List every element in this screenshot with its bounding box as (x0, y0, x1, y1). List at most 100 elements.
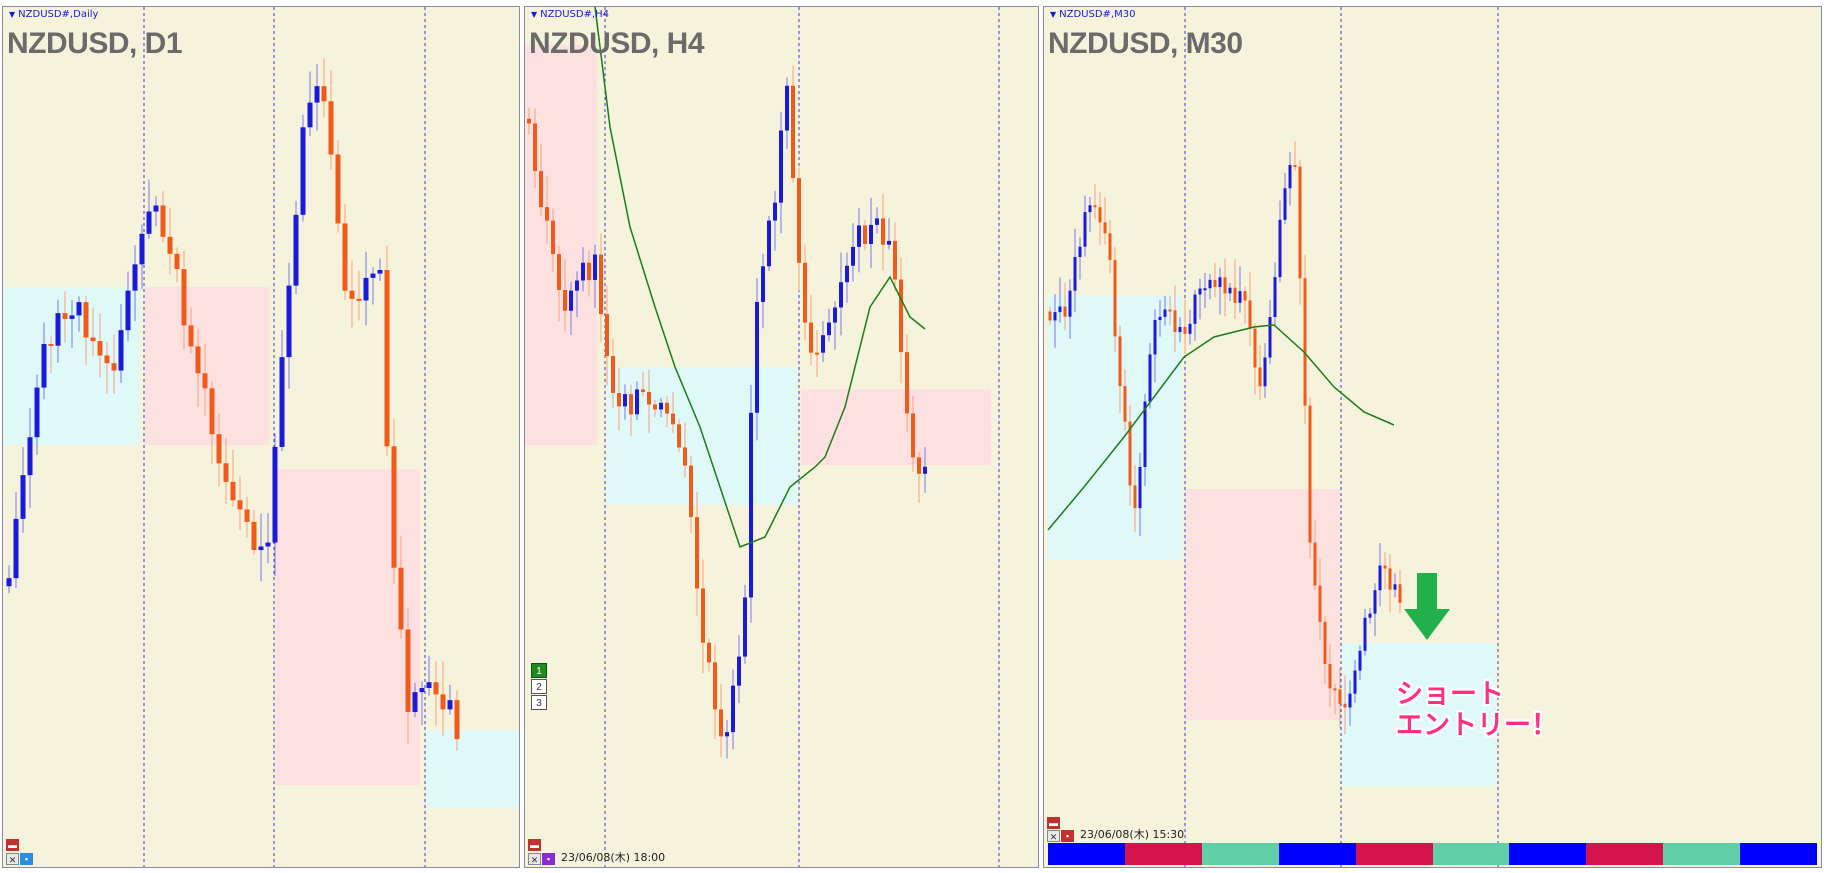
window-button-2[interactable]: 2 (531, 679, 547, 694)
candle-body (146, 211, 152, 234)
candle-body (335, 154, 341, 224)
candle-body (797, 178, 801, 263)
minimize-icon[interactable]: ▪ (1061, 830, 1074, 842)
chart-tab-label: ▼ NZDUSD#,Daily (9, 9, 99, 20)
candle-body (809, 322, 813, 353)
candle-body (405, 629, 411, 712)
candle-body (363, 277, 369, 301)
candle-body (1288, 165, 1292, 189)
indicator-icon[interactable]: ▪ (542, 853, 555, 865)
strip-segment (1201, 843, 1279, 865)
down-arrow-icon[interactable]: ▼ (1050, 10, 1057, 19)
candle-body (1053, 312, 1057, 321)
candle-body (209, 388, 215, 435)
candle-body (202, 373, 208, 389)
price-chart-m30[interactable] (1044, 7, 1822, 868)
candle-body (1388, 568, 1392, 590)
candle-body (349, 290, 355, 299)
price-chart-h4[interactable] (525, 7, 1039, 868)
candle-body (398, 567, 404, 630)
candle-body (1343, 703, 1347, 708)
supply-zone (1185, 489, 1340, 720)
candle-body (1103, 222, 1107, 234)
candle-body (391, 446, 397, 568)
candle-body (869, 224, 873, 244)
candle-body (665, 402, 669, 414)
candle-body (887, 240, 891, 245)
candle-body (749, 412, 753, 598)
candle-body (433, 682, 439, 695)
candle-body (307, 102, 313, 128)
candle-body (258, 546, 264, 551)
candle-body (899, 279, 903, 353)
down-arrow-icon[interactable]: ▼ (531, 10, 538, 19)
candle-body (707, 642, 711, 663)
close-icon[interactable]: ✕ (528, 853, 541, 865)
candle-body (1368, 613, 1372, 618)
candle-body (527, 118, 531, 124)
down-arrow-icon (1404, 573, 1450, 640)
candle-body (195, 346, 201, 374)
window-button-1[interactable]: 1 (531, 663, 547, 678)
down-arrow-icon[interactable]: ▼ (9, 10, 16, 19)
window-button-3[interactable]: 3 (531, 695, 547, 710)
candle-body (683, 447, 687, 466)
indicator-icon[interactable]: ▪ (20, 853, 33, 865)
chart-panel-d1[interactable]: ▼ NZDUSD#,Daily NZDUSD, D1 ▬ ✕ ▪ (2, 6, 520, 868)
candle-body (188, 325, 194, 347)
candle-body (244, 509, 250, 522)
supply-zone (275, 469, 420, 785)
candle-body (599, 254, 603, 315)
candle-body (181, 269, 187, 326)
candle-body (1243, 291, 1247, 301)
supply-zone (801, 389, 991, 465)
candle-body (342, 223, 348, 291)
candle-body (1118, 336, 1122, 387)
strip-segment (1509, 843, 1587, 865)
strip-segment (1124, 843, 1202, 865)
candle-body (111, 363, 117, 371)
chart-panel-m30[interactable]: ▼ NZDUSD#,M30 NZDUSD, M30 ショート エントリー！ ▬ ✕… (1043, 6, 1822, 868)
candle-body (321, 86, 327, 102)
chart-title: NZDUSD, D1 (7, 27, 183, 60)
minimize-icon[interactable]: ▬ (1047, 817, 1060, 829)
candle-body (293, 214, 299, 286)
candle-body (1323, 621, 1327, 664)
candle-body (48, 344, 54, 347)
chart-tab-label: ▼ NZDUSD#,M30 (1050, 9, 1136, 20)
candle-body (713, 662, 717, 710)
close-icon[interactable]: ✕ (1047, 830, 1060, 842)
candle-body (174, 253, 180, 270)
candle-body (1188, 323, 1192, 334)
candle-body (839, 282, 843, 308)
candle-body (659, 402, 663, 410)
candle-body (641, 389, 645, 393)
close-icon[interactable]: ✕ (6, 853, 19, 865)
chart-panel-h4[interactable]: ▼ NZDUSD#,H4 NZDUSD, H4 1 2 3 ▬ ✕ ▪ 23/06… (524, 6, 1039, 868)
candle-body (1048, 311, 1052, 321)
demand-zone (426, 730, 519, 808)
minimize-icon[interactable]: ▬ (6, 839, 19, 851)
price-chart-d1[interactable] (3, 7, 520, 868)
candle-body (827, 322, 831, 336)
candle-body (635, 389, 639, 415)
candle-body (1093, 205, 1097, 208)
minimize-icon[interactable]: ▬ (528, 839, 541, 851)
candle-body (1298, 166, 1302, 279)
candle-body (20, 475, 26, 519)
strip-segment (1048, 843, 1125, 865)
candle-body (1088, 205, 1092, 213)
candle-body (223, 463, 229, 482)
candle-body (1328, 663, 1332, 689)
candle-body (1198, 288, 1202, 295)
candle-body (623, 394, 627, 407)
chart-title: NZDUSD, H4 (529, 27, 705, 60)
candle-body (83, 302, 89, 338)
arrow-shaft (1417, 573, 1437, 609)
candle-body (251, 521, 257, 551)
candle-body (1073, 257, 1077, 291)
candle-body (104, 355, 110, 364)
candle-body (1203, 288, 1207, 291)
candle-body (1253, 328, 1257, 368)
moving-average-line (1047, 324, 1395, 531)
